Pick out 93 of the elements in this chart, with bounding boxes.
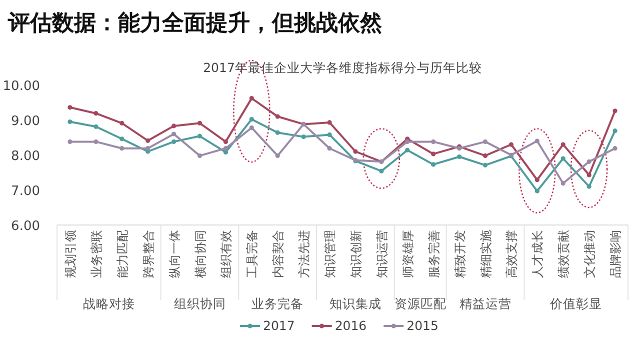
point xyxy=(612,128,618,134)
point xyxy=(301,134,306,140)
text: 业务完备 xyxy=(252,296,304,311)
x-tick-label: 知识运营 xyxy=(374,230,389,278)
point xyxy=(223,139,228,144)
point xyxy=(508,142,514,147)
point xyxy=(612,146,618,151)
x-tick-label: 服务完善 xyxy=(426,230,441,278)
y-tick-label: 6.00 xyxy=(11,219,40,234)
x-tick-label: 品牌影响 xyxy=(608,230,623,278)
x-tick-label: 精致开发 xyxy=(452,230,467,278)
x-tick-label: 跨界整合 xyxy=(141,230,156,278)
x-tick-label: 工具完备 xyxy=(245,230,260,278)
point xyxy=(560,142,566,147)
x-tick-label: 人才成长 xyxy=(530,230,545,278)
point xyxy=(612,108,618,114)
chart-subtitle: 2017年最佳企业大学各维度指标得分与历年比较 xyxy=(203,60,482,75)
point xyxy=(534,178,540,182)
point xyxy=(586,159,592,164)
point xyxy=(456,154,462,160)
point xyxy=(534,138,540,144)
x-tick-label: 师资雄厚 xyxy=(400,230,415,278)
y-tick-label: 10.00 xyxy=(2,79,40,94)
point xyxy=(197,153,202,158)
point xyxy=(560,156,566,161)
point xyxy=(586,184,592,189)
point xyxy=(68,139,72,144)
point xyxy=(171,124,176,128)
point xyxy=(482,162,488,168)
legend-label: 2016 xyxy=(334,318,367,333)
point xyxy=(223,146,228,151)
point xyxy=(249,96,254,101)
x-tick-label: 方法先进 xyxy=(297,230,312,278)
y-tick-label: 8.00 xyxy=(11,149,40,164)
point xyxy=(120,136,124,142)
point xyxy=(94,111,98,116)
point xyxy=(223,150,228,154)
point xyxy=(120,146,124,151)
x-tick-label: 文化推动 xyxy=(582,230,597,278)
point xyxy=(249,125,254,130)
x-tick-label: 精细实施 xyxy=(478,230,493,278)
text: 资源匹配 xyxy=(394,296,446,311)
point xyxy=(431,162,436,167)
point xyxy=(431,139,436,144)
point xyxy=(482,139,488,144)
point xyxy=(68,119,72,124)
x-tick-label: 组织有效 xyxy=(219,230,234,278)
point xyxy=(275,153,280,158)
x-tick-label: 能力匹配 xyxy=(115,230,130,278)
point xyxy=(560,181,566,186)
legend-label: 2017 xyxy=(263,318,295,333)
point xyxy=(249,117,254,122)
point xyxy=(275,130,280,135)
x-tick-label: 高效支撑 xyxy=(504,230,519,278)
point xyxy=(379,168,384,174)
point xyxy=(146,138,150,143)
point xyxy=(197,134,202,138)
text: 组织协同 xyxy=(174,296,226,311)
point xyxy=(68,105,72,110)
point xyxy=(534,188,540,194)
point xyxy=(120,120,124,126)
x-tick-label: 知识管理 xyxy=(323,230,338,278)
point xyxy=(146,146,150,151)
point xyxy=(327,146,332,151)
x-tick-label: 横向协同 xyxy=(193,230,208,278)
legend-label: 2015 xyxy=(406,318,438,333)
y-tick-label: 9.00 xyxy=(11,114,40,129)
x-tick-label: 知识创新 xyxy=(348,230,363,278)
point xyxy=(482,153,488,158)
point xyxy=(171,139,176,144)
point xyxy=(405,139,410,144)
x-tick-label: 业务密联 xyxy=(89,230,104,278)
text: 战略对接 xyxy=(82,296,135,311)
x-tick-label: 纵向一体 xyxy=(167,230,182,278)
x-tick-label: 内容契合 xyxy=(271,230,286,278)
chart-title: 评估数据：能力全面提升，但挑战依然 xyxy=(7,11,383,36)
text: 精益运营 xyxy=(459,296,512,311)
point xyxy=(431,152,436,156)
point xyxy=(327,132,332,137)
point xyxy=(171,132,176,136)
point xyxy=(586,172,592,178)
x-tick-label: 规划引领 xyxy=(63,230,78,278)
x-tick-label: 绩效贡献 xyxy=(556,230,571,278)
point xyxy=(275,114,280,119)
point xyxy=(94,124,98,129)
text: 知识集成 xyxy=(329,296,382,311)
point xyxy=(405,148,410,152)
y-tick-label: 7.00 xyxy=(11,184,40,199)
point xyxy=(94,139,98,144)
point xyxy=(327,120,332,125)
point xyxy=(353,149,358,154)
text: 价值彰显 xyxy=(549,296,602,311)
point xyxy=(197,120,202,126)
